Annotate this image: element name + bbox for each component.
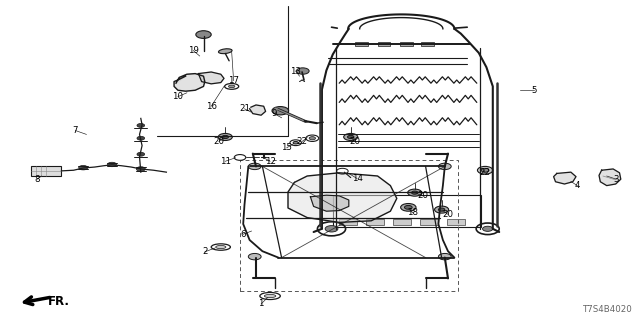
Text: 20: 20 xyxy=(213,137,225,146)
Circle shape xyxy=(438,163,451,170)
Circle shape xyxy=(435,206,449,213)
Polygon shape xyxy=(288,173,397,222)
Text: 17: 17 xyxy=(228,76,239,85)
Circle shape xyxy=(325,226,338,232)
Circle shape xyxy=(137,136,145,140)
Text: 20: 20 xyxy=(417,191,428,200)
Ellipse shape xyxy=(218,49,232,54)
Circle shape xyxy=(137,152,145,156)
Text: 15: 15 xyxy=(281,143,292,152)
Text: 6: 6 xyxy=(241,230,246,239)
Circle shape xyxy=(477,166,493,174)
Text: 5: 5 xyxy=(532,86,537,95)
Text: T7S4B4020: T7S4B4020 xyxy=(582,305,632,314)
Text: 20: 20 xyxy=(442,210,454,219)
Bar xyxy=(355,42,368,46)
Circle shape xyxy=(248,163,261,170)
Text: 22: 22 xyxy=(296,137,308,146)
Circle shape xyxy=(438,253,451,260)
Circle shape xyxy=(408,189,422,196)
Circle shape xyxy=(348,135,354,139)
Text: 7: 7 xyxy=(73,126,78,135)
Circle shape xyxy=(222,135,228,139)
Circle shape xyxy=(344,133,358,140)
Bar xyxy=(421,42,434,46)
Bar xyxy=(240,160,458,291)
Circle shape xyxy=(137,124,145,127)
Circle shape xyxy=(272,107,289,115)
Text: 9: 9 xyxy=(271,109,276,118)
Ellipse shape xyxy=(228,85,235,88)
Circle shape xyxy=(438,208,445,211)
Circle shape xyxy=(309,137,316,140)
Circle shape xyxy=(79,165,88,170)
Text: 10: 10 xyxy=(172,92,184,101)
Text: 1: 1 xyxy=(259,300,264,308)
Bar xyxy=(339,219,357,225)
Text: 22: 22 xyxy=(479,168,491,177)
Bar xyxy=(400,42,413,46)
Polygon shape xyxy=(310,195,349,211)
Circle shape xyxy=(293,141,298,144)
Circle shape xyxy=(483,226,493,231)
Bar xyxy=(333,195,481,227)
Text: 11: 11 xyxy=(220,157,231,166)
Text: 14: 14 xyxy=(351,174,363,183)
Polygon shape xyxy=(174,74,205,91)
Circle shape xyxy=(248,253,261,260)
Polygon shape xyxy=(198,72,224,84)
Text: FR.: FR. xyxy=(48,295,70,308)
Circle shape xyxy=(412,191,418,194)
Bar xyxy=(366,219,384,225)
Bar xyxy=(447,219,465,225)
Circle shape xyxy=(108,162,116,167)
Polygon shape xyxy=(250,105,266,115)
Circle shape xyxy=(218,133,232,140)
Ellipse shape xyxy=(216,245,226,249)
Polygon shape xyxy=(554,172,576,184)
Circle shape xyxy=(481,168,489,172)
Text: 18: 18 xyxy=(407,208,419,217)
Text: 2: 2 xyxy=(202,247,207,256)
Bar xyxy=(393,219,411,225)
Text: 21: 21 xyxy=(239,104,250,113)
Circle shape xyxy=(404,205,412,209)
Bar xyxy=(31,166,61,176)
Polygon shape xyxy=(599,169,621,186)
Circle shape xyxy=(296,68,309,74)
Text: 16: 16 xyxy=(205,102,217,111)
Text: 20: 20 xyxy=(349,137,361,146)
Bar xyxy=(420,219,438,225)
Ellipse shape xyxy=(264,294,276,298)
Text: 12: 12 xyxy=(264,157,276,166)
Text: 8: 8 xyxy=(35,175,40,184)
Text: 3: 3 xyxy=(614,175,619,184)
Text: 13: 13 xyxy=(290,67,301,76)
Text: 19: 19 xyxy=(188,46,198,55)
Circle shape xyxy=(401,204,416,211)
Circle shape xyxy=(136,167,145,171)
Bar xyxy=(378,42,390,46)
Text: 4: 4 xyxy=(575,181,580,190)
Circle shape xyxy=(196,31,211,38)
